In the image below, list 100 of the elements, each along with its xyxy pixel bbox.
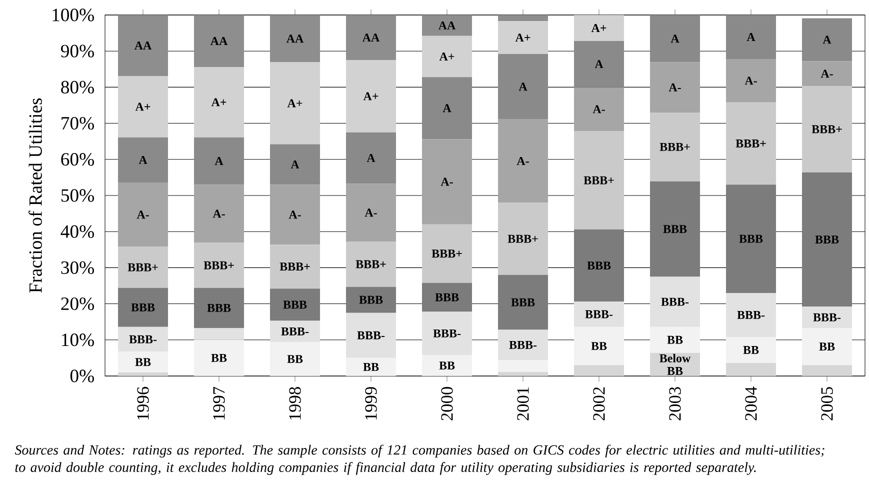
- bar: [802, 86, 852, 172]
- text: AA: [362, 34, 380, 42]
- text: A+: [439, 52, 454, 60]
- bar: [726, 59, 776, 102]
- text: A: [746, 33, 756, 41]
- text: BBB-: [357, 331, 385, 340]
- bar: [118, 182, 168, 247]
- text: BBB-: [661, 298, 689, 306]
- text: BBB-: [737, 311, 765, 319]
- text: A-: [364, 208, 377, 217]
- text: AA: [286, 34, 304, 43]
- bar: [118, 246, 168, 288]
- text: A: [518, 82, 528, 91]
- bar: [118, 288, 168, 327]
- bar: [194, 66, 244, 138]
- series-label: A-: [820, 70, 833, 78]
- text: BB: [439, 362, 455, 370]
- text: A-: [744, 76, 757, 85]
- text: BBB+: [660, 142, 690, 151]
- text: BB: [667, 336, 683, 344]
- text: BB: [743, 346, 759, 354]
- bar: [346, 312, 396, 358]
- text: A-: [288, 210, 301, 219]
- bar: [574, 40, 624, 88]
- bar: [270, 244, 320, 289]
- text: A: [822, 36, 832, 44]
- text: BBB-: [433, 329, 461, 338]
- text: BBB+: [736, 140, 766, 148]
- bar: [118, 15, 168, 76]
- x-tick-label: 2002: [593, 387, 605, 420]
- text: BBB+: [128, 263, 158, 272]
- bar: [498, 372, 548, 376]
- bar: [422, 36, 472, 78]
- bar: [270, 288, 320, 321]
- series-label: A: [290, 160, 300, 168]
- bar: [422, 312, 472, 356]
- bar: [802, 172, 852, 307]
- text: BBB+: [204, 261, 234, 270]
- series-label: AA: [438, 22, 456, 30]
- series-label: BB: [363, 363, 379, 371]
- bar: [574, 131, 624, 230]
- bar: [650, 62, 700, 112]
- bar: [498, 15, 548, 22]
- bar: [802, 61, 852, 86]
- bar: [194, 184, 244, 243]
- x-tick-label: 1999: [365, 387, 377, 420]
- bar: [118, 352, 168, 372]
- bar: [650, 112, 700, 182]
- bar: [726, 337, 776, 363]
- x-tick-label: 1997: [213, 386, 225, 420]
- bar: [270, 144, 320, 185]
- bar: [498, 21, 548, 54]
- bar: [270, 15, 320, 62]
- bar: [346, 242, 396, 287]
- bar: [118, 137, 168, 182]
- text: BBB+: [812, 125, 842, 134]
- text: BB: [211, 354, 227, 362]
- bar: [650, 326, 700, 353]
- bar: [498, 54, 548, 120]
- bar: [650, 276, 700, 327]
- bar: [194, 340, 244, 376]
- bar: [574, 302, 624, 327]
- y-tick-label: 80%: [61, 80, 94, 94]
- bar: [194, 242, 244, 288]
- text: BBB-: [509, 340, 537, 349]
- y-tick-label: 90%: [61, 44, 94, 58]
- text: A: [214, 157, 224, 165]
- text: A+: [363, 92, 378, 100]
- text: A: [670, 34, 680, 43]
- x-tick-label: 2003: [669, 387, 681, 420]
- text: BBB: [663, 225, 687, 234]
- text: BBB: [283, 300, 307, 309]
- source-note: Sources and Notes: ratings as reported. The sample consists of 121 companies based on GICS codes for electric utilities and multi-utilities; to avoid double counting, it excludes holding companies if financial data for utility operating subsidiaries is reported separately.: [14, 444, 824, 475]
- text: BBB+: [508, 234, 538, 243]
- bar: [422, 355, 472, 376]
- bar: [802, 365, 852, 376]
- bar: [194, 137, 244, 185]
- bar: [422, 139, 472, 224]
- bar: [194, 288, 244, 328]
- text: BB: [819, 342, 835, 351]
- bar: [422, 77, 472, 140]
- x-tick-label: 2005: [821, 387, 833, 420]
- bar: [574, 229, 624, 302]
- bar: [346, 358, 396, 376]
- text: A-: [212, 210, 225, 218]
- bar: [346, 286, 396, 313]
- text: A-: [440, 178, 453, 186]
- text: A+: [287, 99, 302, 108]
- bar: [270, 184, 320, 245]
- text: BBB: [587, 262, 611, 270]
- bar: [346, 184, 396, 242]
- bar: [726, 102, 776, 185]
- bar: [498, 330, 548, 360]
- text: A+: [211, 98, 226, 106]
- y-tick-label: 40%: [60, 225, 94, 238]
- bar: [650, 15, 700, 62]
- text: BBB: [511, 298, 535, 306]
- text: BBB+: [280, 262, 310, 271]
- text: A: [442, 104, 452, 112]
- bar: [726, 15, 776, 60]
